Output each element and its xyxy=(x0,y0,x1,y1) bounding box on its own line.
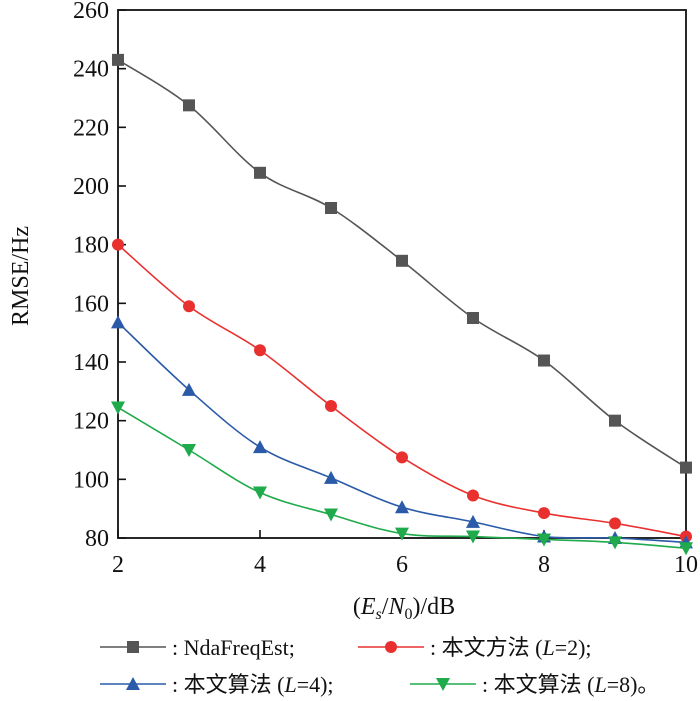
data-point-method-l2 xyxy=(467,489,479,502)
legend: : NdaFreqEst; : 本文方法 (L=2); : 本文算法 (L=4)… xyxy=(100,635,659,697)
data-point-algorithm-l8 xyxy=(608,536,622,550)
legend-swatch-ndafreqest xyxy=(100,641,166,653)
data-point-ndafreqest xyxy=(609,414,621,427)
y-tick-label: 100 xyxy=(73,467,109,493)
data-point-algorithm-l4 xyxy=(182,382,196,396)
legend-item-algorithm-l4: : 本文算法 (L=4); xyxy=(100,672,334,697)
y-axis-ticks: 80 100 120 140 160 180 200 220 240 260 xyxy=(73,0,126,552)
data-point-algorithm-l8 xyxy=(395,527,409,541)
y-tick-label: 140 xyxy=(73,350,109,376)
legend-item-algorithm-l8: : 本文算法 (L=8)。 xyxy=(410,672,659,697)
data-point-algorithm-l4 xyxy=(395,500,409,514)
series-method-l2 xyxy=(112,238,692,543)
data-point-method-l2 xyxy=(609,517,621,530)
data-point-algorithm-l4 xyxy=(466,514,480,528)
data-point-method-l2 xyxy=(538,507,550,520)
data-point-method-l2 xyxy=(112,238,124,251)
data-point-ndafreqest xyxy=(183,99,195,112)
series-ndafreqest xyxy=(112,53,692,474)
legend-swatch-marker xyxy=(126,677,140,690)
data-point-ndafreqest xyxy=(467,312,479,324)
legend-item-method-l2: : 本文方法 (L=2); xyxy=(358,635,592,660)
data-point-algorithm-l8 xyxy=(679,542,693,556)
legend-swatch-algorithm-l4 xyxy=(100,677,166,690)
y-tick-label: 160 xyxy=(73,291,109,317)
y-tick-label: 200 xyxy=(73,174,109,200)
x-tick-label: 10 xyxy=(674,552,698,578)
data-point-algorithm-l8 xyxy=(253,486,267,500)
data-point-ndafreqest xyxy=(112,53,124,66)
data-point-method-l2 xyxy=(325,400,337,412)
series-layer xyxy=(111,53,693,556)
y-tick-label: 260 xyxy=(73,0,109,24)
legend-swatch-marker xyxy=(385,641,397,653)
data-point-algorithm-l8 xyxy=(466,530,480,544)
data-point-method-l2 xyxy=(254,344,266,357)
series-algorithm-l8 xyxy=(111,401,693,556)
x-tick-label: 6 xyxy=(396,552,408,578)
data-point-algorithm-l4 xyxy=(111,315,125,329)
legend-swatch-marker xyxy=(436,678,450,691)
x-tick-label: 4 xyxy=(254,552,266,578)
x-tick-label: 2 xyxy=(112,552,124,578)
data-point-algorithm-l8 xyxy=(324,508,338,522)
y-tick-label: 120 xyxy=(73,409,109,435)
legend-swatch-marker xyxy=(127,641,139,653)
legend-label-ndafreqest: : NdaFreqEst; xyxy=(172,635,295,660)
data-point-ndafreqest xyxy=(325,202,337,214)
x-axis-title: (Es/N0)/dB xyxy=(353,594,455,623)
legend-label-algorithm-l4: : 本文算法 (L=4); xyxy=(172,672,334,697)
y-axis-title: RMSE/Hz xyxy=(8,226,34,326)
data-point-ndafreqest xyxy=(538,354,550,367)
series-algorithm-l4 xyxy=(111,315,693,549)
legend-label-algorithm-l8: : 本文算法 (L=8)。 xyxy=(482,672,659,697)
y-tick-label: 240 xyxy=(73,57,109,83)
series-line-method-l2 xyxy=(117,244,687,538)
data-point-method-l2 xyxy=(396,451,408,464)
data-point-algorithm-l4 xyxy=(253,440,267,454)
series-line-algorithm-l8 xyxy=(117,406,687,550)
data-point-algorithm-l8 xyxy=(537,533,551,547)
data-point-algorithm-l8 xyxy=(111,401,125,415)
data-point-method-l2 xyxy=(183,300,195,313)
x-tick-label: 8 xyxy=(538,552,550,578)
data-point-algorithm-l4 xyxy=(324,470,338,484)
legend-swatch-algorithm-l8 xyxy=(410,678,476,691)
y-tick-label: 80 xyxy=(85,526,109,552)
legend-label-method-l2: : 本文方法 (L=2); xyxy=(430,635,592,660)
data-point-algorithm-l8 xyxy=(182,444,196,457)
y-tick-label: 180 xyxy=(73,233,109,259)
data-point-ndafreqest xyxy=(396,254,408,267)
data-point-ndafreqest xyxy=(254,166,266,179)
data-point-ndafreqest xyxy=(680,461,692,474)
y-tick-label: 220 xyxy=(73,115,109,141)
legend-item-ndafreqest: : NdaFreqEst; xyxy=(100,635,295,660)
legend-swatch-method-l2 xyxy=(358,641,424,653)
